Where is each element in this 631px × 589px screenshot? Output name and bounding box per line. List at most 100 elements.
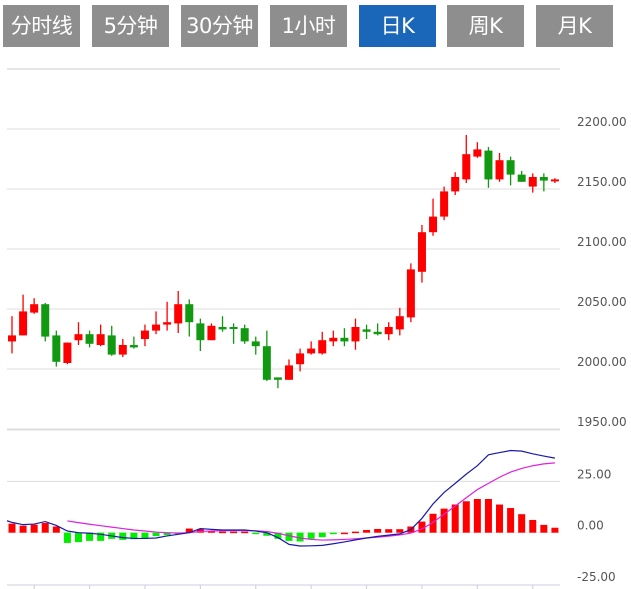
candle	[107, 325, 116, 356]
candle	[550, 178, 559, 183]
macd-bar	[241, 531, 249, 534]
candle-body	[174, 304, 183, 324]
macd-bar	[86, 532, 94, 541]
candle-body	[107, 335, 116, 355]
candle	[351, 318, 360, 350]
candle-body	[462, 154, 471, 180]
candle	[373, 323, 382, 336]
candle-body	[240, 328, 249, 342]
dif-line	[6, 449, 556, 547]
macd-bar	[518, 514, 526, 533]
candle	[19, 294, 28, 336]
candle-body	[429, 216, 438, 233]
candle	[307, 341, 316, 355]
candle-body	[318, 340, 327, 354]
period-tabs: 分时线 5分钟 30分钟 1小时 日K 周K 月K	[0, 5, 631, 47]
candle	[417, 225, 426, 283]
macd-bar	[451, 504, 459, 533]
macd-bar	[363, 529, 371, 533]
candle	[318, 331, 327, 355]
candle-body	[362, 329, 371, 332]
price-axis-label: 2050.00	[577, 295, 627, 309]
price-axis-label: 2150.00	[577, 175, 627, 189]
macd-bar	[230, 531, 238, 534]
candle-body	[41, 304, 50, 337]
candle-body	[196, 323, 205, 341]
macd-bar	[329, 532, 337, 535]
candle	[118, 339, 127, 357]
candle-body	[473, 149, 482, 157]
candle	[285, 359, 293, 380]
candle	[528, 173, 537, 193]
candle-body	[63, 342, 72, 363]
candle	[262, 330, 271, 381]
macd-axis-label: 25.00	[577, 467, 611, 481]
candle	[329, 330, 338, 347]
candle	[440, 186, 449, 221]
macd-bar	[97, 532, 105, 541]
candle	[218, 316, 227, 332]
tab-monthly-k[interactable]: 月K	[536, 5, 613, 47]
candle	[63, 342, 72, 365]
candle-body	[185, 304, 194, 323]
candle-body	[19, 311, 28, 336]
candle	[207, 323, 216, 341]
tab-30min[interactable]: 30分钟	[181, 5, 258, 47]
tab-daily-k[interactable]: 日K	[359, 5, 436, 47]
macd-bar	[130, 532, 138, 540]
candle	[185, 299, 194, 337]
candle	[163, 301, 172, 331]
price-axis-label: 1950.00	[577, 415, 627, 429]
candle	[517, 171, 526, 182]
macd-bar	[418, 521, 426, 533]
dea-line	[67, 462, 555, 541]
macd-bar	[540, 524, 548, 533]
candle	[395, 307, 404, 336]
macd-bar	[74, 532, 82, 543]
candle	[273, 377, 282, 389]
macd-bar	[385, 529, 393, 533]
candle-body	[417, 232, 426, 272]
candle	[85, 330, 94, 348]
candle	[484, 147, 493, 188]
candle-body	[440, 191, 449, 217]
tab-5min[interactable]: 5分钟	[92, 5, 169, 47]
candle	[196, 318, 205, 351]
tab-weekly-k[interactable]: 周K	[447, 5, 524, 47]
candle	[495, 153, 504, 182]
macd-bar	[152, 532, 160, 537]
candle	[41, 303, 50, 342]
candle	[240, 324, 249, 344]
candle-body	[539, 177, 548, 181]
candle-body	[550, 179, 559, 182]
macd-bar	[529, 519, 537, 533]
macd-bar	[119, 532, 127, 540]
macd-bar	[484, 498, 492, 533]
macd-bar	[473, 498, 481, 533]
candle	[74, 322, 83, 345]
candle	[539, 173, 548, 192]
macd-bar	[507, 508, 515, 533]
macd-bar	[19, 525, 27, 533]
macd-bar	[52, 526, 60, 533]
macd-bar	[285, 532, 293, 541]
macd-bar	[196, 528, 204, 533]
candle-body	[307, 348, 316, 354]
tab-timeshare[interactable]: 分时线	[3, 5, 80, 47]
candle-body	[207, 325, 216, 341]
candle-body	[451, 177, 460, 192]
macd-bar	[63, 532, 71, 543]
candle-body	[262, 346, 271, 380]
macd-axis-label: -25.00	[577, 570, 616, 584]
candle-body	[52, 335, 61, 362]
candle-body	[251, 341, 260, 347]
candle-body	[406, 269, 415, 318]
macd-bar	[374, 528, 382, 533]
candle	[406, 263, 415, 323]
candle-body	[129, 345, 138, 348]
candle-body	[495, 160, 504, 180]
candle-body	[296, 353, 305, 365]
tab-1hour[interactable]: 1小时	[270, 5, 347, 47]
candle-body	[395, 316, 404, 330]
